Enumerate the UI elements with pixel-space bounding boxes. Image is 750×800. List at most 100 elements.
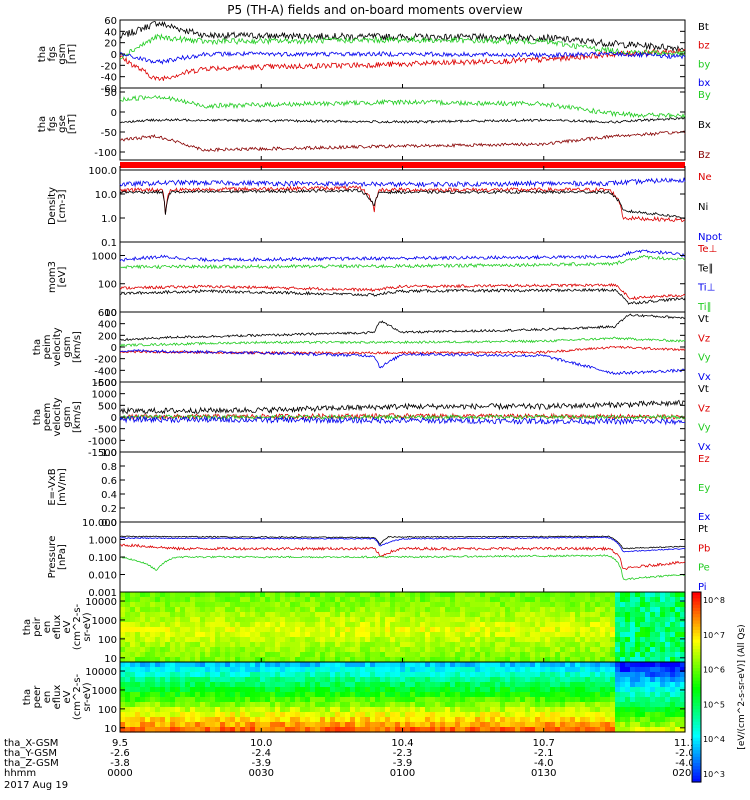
spectrogram-cell [670, 597, 676, 603]
spectrogram-cell [135, 597, 141, 603]
spectrogram-cell [175, 662, 181, 668]
spectrogram-cell [330, 657, 336, 663]
spectrogram-cell [285, 727, 291, 733]
spectrogram-cell [460, 717, 466, 723]
spectrogram-cell [535, 722, 541, 728]
spectrogram-cell [315, 647, 321, 653]
spectrogram-cell [370, 712, 376, 718]
spectrogram-cell [140, 617, 146, 623]
spectrogram-cell [455, 637, 461, 643]
spectrogram-cell [290, 662, 296, 668]
spectrogram-cell [540, 642, 546, 648]
spectrogram-cell [535, 632, 541, 638]
spectrogram-cell [260, 722, 266, 728]
spectrogram-cell [520, 727, 526, 733]
spectrogram-cell [635, 687, 641, 693]
spectrogram-cell [410, 597, 416, 603]
spectrogram-cell [495, 662, 501, 668]
spectrogram-cell [490, 722, 496, 728]
spectrogram-cell [435, 602, 441, 608]
spectrogram-cell [325, 617, 331, 623]
spectrogram-cell [595, 662, 601, 668]
spectrogram-cell [615, 667, 621, 673]
spectrogram-cell [330, 647, 336, 653]
spectrogram-cell [170, 692, 176, 698]
spectrogram-cell [240, 677, 246, 683]
spectrogram-cell [660, 612, 666, 618]
spectrogram-cell [650, 647, 656, 653]
spectrogram-cell [260, 597, 266, 603]
spectrogram-cell [680, 607, 686, 613]
spectrogram-cell [120, 712, 126, 718]
spectrogram-cell [260, 622, 266, 628]
spectrogram-cell [415, 632, 421, 638]
spectrogram-cell [165, 592, 171, 598]
spectrogram-cell [360, 622, 366, 628]
spectrogram-cell [390, 717, 396, 723]
spectrogram-cell [160, 657, 166, 663]
spectrogram-cell [205, 692, 211, 698]
panel-frame [119, 311, 686, 383]
spectrogram-cell [425, 602, 431, 608]
spectrogram-cell [175, 647, 181, 653]
spectrogram-cell [600, 712, 606, 718]
spectrogram-cell [340, 612, 346, 618]
legend-entry: Te∥ [697, 263, 714, 274]
spectrogram-cell [320, 622, 326, 628]
spectrogram-cell [455, 647, 461, 653]
spectrogram-cell [570, 677, 576, 683]
spectrogram-cell [575, 607, 581, 613]
spectrogram-cell [370, 677, 376, 683]
spectrogram-cell [430, 722, 436, 728]
spectrogram-cell [505, 592, 511, 598]
spectrogram-cell [375, 637, 381, 643]
spectrogram-cell [425, 682, 431, 688]
colorbar-tick: 10^8 [703, 596, 725, 605]
panel-frame [119, 241, 686, 313]
spectrogram-cell [575, 702, 581, 708]
spectrogram-cell [530, 597, 536, 603]
spectrogram-cell [550, 717, 556, 723]
spectrogram-cell [640, 697, 646, 703]
spectrogram-cell [270, 667, 276, 673]
spectrogram-cell [635, 677, 641, 683]
spectrogram-cell [660, 687, 666, 693]
spectrogram-cell [200, 677, 206, 683]
legend-entry: Ey [698, 483, 710, 494]
spectrogram-cell [285, 707, 291, 713]
spectrogram-cell [300, 627, 306, 633]
spectrogram-cell [300, 687, 306, 693]
ylabel-line: E=-VxB [47, 468, 58, 505]
spectrogram-cell [275, 697, 281, 703]
spectrogram-cell [580, 612, 586, 618]
spectrogram-cell [360, 717, 366, 723]
spectrogram-cell [250, 612, 256, 618]
spectrogram-cell [515, 722, 521, 728]
spectrogram-cell [545, 612, 551, 618]
spectrogram-cell [475, 697, 481, 703]
spectrogram-cell [155, 717, 161, 723]
spectrogram-cell [650, 672, 656, 678]
legend-entry: Ez [698, 454, 710, 465]
spectrogram-cell [350, 727, 356, 733]
spectrogram-cell [150, 652, 156, 658]
spectrogram-cell [580, 592, 586, 598]
spectrogram-cell [500, 672, 506, 678]
spectrogram-cell [600, 597, 606, 603]
spectrogram-cell [130, 627, 136, 633]
spectrogram-cell [220, 592, 226, 598]
spectrogram-cell [590, 712, 596, 718]
spectrogram-cell [595, 622, 601, 628]
spectrogram-cell [180, 697, 186, 703]
spectrogram-cell [460, 672, 466, 678]
spectrogram-cell [570, 687, 576, 693]
spectrogram-cell [480, 712, 486, 718]
spectrogram-cell [450, 692, 456, 698]
spectrogram-cell [515, 607, 521, 613]
spectrogram-cell [355, 602, 361, 608]
spectrogram-cell [305, 692, 311, 698]
spectrogram-cell [275, 687, 281, 693]
spectrogram-cell [595, 602, 601, 608]
spectrogram-cell [500, 692, 506, 698]
spectrogram-cell [585, 687, 591, 693]
